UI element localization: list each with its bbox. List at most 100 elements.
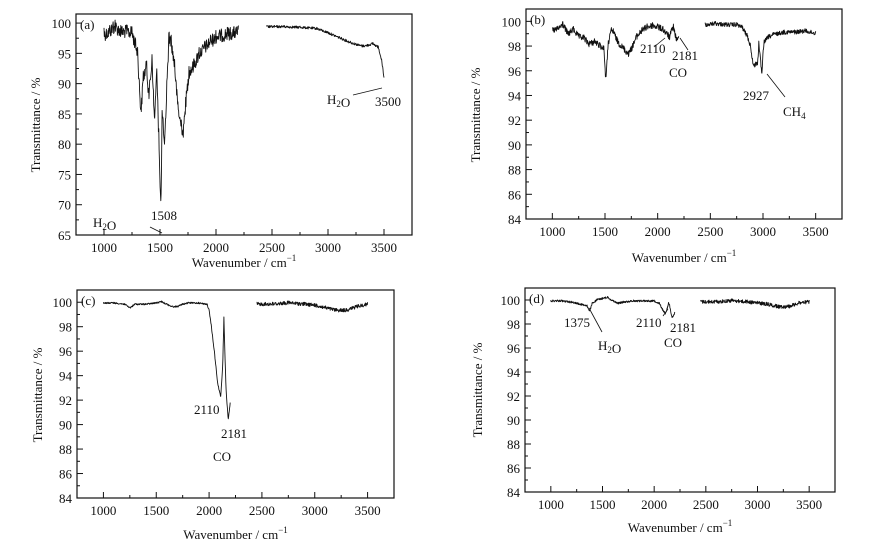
x-tick-label: 1500 <box>590 497 616 512</box>
x-axis-title-superscript: −1 <box>723 518 733 528</box>
y-tick-label: 100 <box>52 16 72 31</box>
spectrum-d-high-line <box>700 298 810 309</box>
y-tick-label: 90 <box>58 77 71 92</box>
y-axis-title: Transmittance / % <box>470 342 485 437</box>
y-tick-label: 90 <box>508 138 521 153</box>
annotation-label: 1508 <box>151 208 177 223</box>
annotation-leader-line <box>766 73 786 98</box>
x-tick-label: 2000 <box>203 240 229 255</box>
x-axis-title-text: Wavenumber / cm <box>183 527 278 542</box>
annotation-leader-line <box>588 307 603 333</box>
x-tick-label: 1000 <box>539 224 565 239</box>
x-tick-label: 1000 <box>538 497 564 512</box>
annotation-label: 2110 <box>636 315 662 330</box>
x-tick-label: 2500 <box>249 503 275 518</box>
spectrum-a-high-line <box>265 25 385 78</box>
spectrum-d-low-line <box>550 295 676 318</box>
annotation-label: 1375 <box>564 315 590 330</box>
y-tick-label: 86 <box>507 461 521 476</box>
annotation-label: 3500 <box>375 94 401 109</box>
x-tick-label: 2500 <box>697 224 723 239</box>
x-tick-label: 3500 <box>803 224 829 239</box>
annotation-label: CO <box>664 335 682 350</box>
x-tick-label: 1500 <box>143 503 169 518</box>
spectrum-b-low-line <box>552 21 680 78</box>
annotation-label: CH4 <box>783 104 806 121</box>
y-tick-label: 84 <box>507 485 521 500</box>
panel-b: 1000 1500 2000 2500 3000 3500 84 86 88 90 92 94 96 98… <box>468 8 843 265</box>
x-tick-label: 1500 <box>147 240 173 255</box>
annotation-label: H2O <box>598 338 621 356</box>
y-tick-label: 100 <box>501 293 521 308</box>
panel-label: (d) <box>529 291 544 306</box>
x-tick-label: 2000 <box>645 224 671 239</box>
annotation-leader-line <box>653 37 666 48</box>
panel-label: (c) <box>81 293 95 308</box>
panel-label: (b) <box>530 12 545 27</box>
annotation-leader-line <box>662 308 669 317</box>
annotation-label: CO <box>669 65 687 80</box>
x-tick-label: 2500 <box>259 240 285 255</box>
x-tick-label: 1000 <box>91 240 117 255</box>
annotation-label: 2181 <box>672 48 698 63</box>
annotation-label: H2O <box>93 215 116 233</box>
annotation-leader-line <box>352 87 383 96</box>
x-axis-title-text: Wavenumber / cm <box>628 520 723 535</box>
x-tick-label: 2000 <box>196 503 222 518</box>
x-tick-label: 3000 <box>315 240 341 255</box>
annotation-label: CO <box>213 449 231 464</box>
x-axis-title-superscript: −1 <box>278 525 288 535</box>
x-tick-label: 1500 <box>592 224 618 239</box>
x-axis-title-text: Wavenumber / cm <box>192 255 287 270</box>
y-tick-label: 94 <box>508 88 522 103</box>
x-axis-title: Wavenumber / cm−1 <box>183 525 288 542</box>
plot-frame <box>76 289 395 499</box>
x-axis-title: Wavenumber / cm−1 <box>632 248 737 265</box>
y-tick-label: 92 <box>507 389 520 404</box>
x-tick-label: 2000 <box>641 497 667 512</box>
x-axis-title: Wavenumber / cm−1 <box>192 253 297 270</box>
y-tick-label: 96 <box>508 64 522 79</box>
x-axis-title: Wavenumber / cm−1 <box>628 518 733 535</box>
x-tick-label: 3500 <box>371 240 397 255</box>
panel-a: 1000 1500 2000 2500 3000 3500 65 70 75 80 85 90 95 10… <box>28 13 413 270</box>
x-axis-title-superscript: −1 <box>727 248 737 258</box>
y-tick-label: 92 <box>508 113 521 128</box>
y-axis-title: Transmittance / % <box>468 67 483 162</box>
y-tick-label: 98 <box>508 39 521 54</box>
y-tick-label: 100 <box>502 14 522 29</box>
annotation-label: 2181 <box>221 426 247 441</box>
y-tick-label: 86 <box>59 467 73 482</box>
y-tick-label: 84 <box>508 212 522 227</box>
x-tick-label: 3000 <box>750 224 776 239</box>
y-tick-label: 98 <box>59 320 72 335</box>
y-axis-title: Transmittance / % <box>30 347 45 442</box>
spectrum-b-high-line <box>704 20 817 74</box>
spectrum-c-high-line <box>256 300 369 313</box>
annotation-label: H2O <box>327 92 350 110</box>
panel-c: 1000 1500 2000 2500 3000 3500 84 86 88 90 92 94 96 98… <box>30 289 395 542</box>
y-tick-label: 96 <box>507 341 521 356</box>
y-tick-label: 94 <box>59 369 73 384</box>
y-tick-label: 92 <box>59 393 72 408</box>
y-tick-label: 90 <box>59 418 72 433</box>
x-tick-label: 3500 <box>796 497 822 512</box>
y-tick-label: 98 <box>507 317 520 332</box>
y-tick-label: 85 <box>58 107 71 122</box>
plot-frame <box>75 13 413 236</box>
x-tick-label: 3000 <box>745 497 771 512</box>
y-tick-label: 95 <box>58 46 71 61</box>
y-tick-label: 88 <box>59 442 72 457</box>
y-tick-label: 80 <box>58 137 71 152</box>
y-tick-label: 90 <box>507 413 520 428</box>
y-tick-label: 88 <box>508 163 521 178</box>
y-axis-title: Transmittance / % <box>28 77 43 172</box>
annotation-label: 2927 <box>743 88 770 103</box>
x-axis-title-text: Wavenumber / cm <box>632 250 727 265</box>
y-tick-label: 96 <box>59 344 73 359</box>
panel-d: 1000 1500 2000 2500 3000 3500 84 86 88 90 92 94 96 98… <box>470 287 836 535</box>
x-tick-label: 1000 <box>90 503 116 518</box>
y-tick-label: 75 <box>58 167 71 182</box>
panel-label: (a) <box>80 17 94 32</box>
